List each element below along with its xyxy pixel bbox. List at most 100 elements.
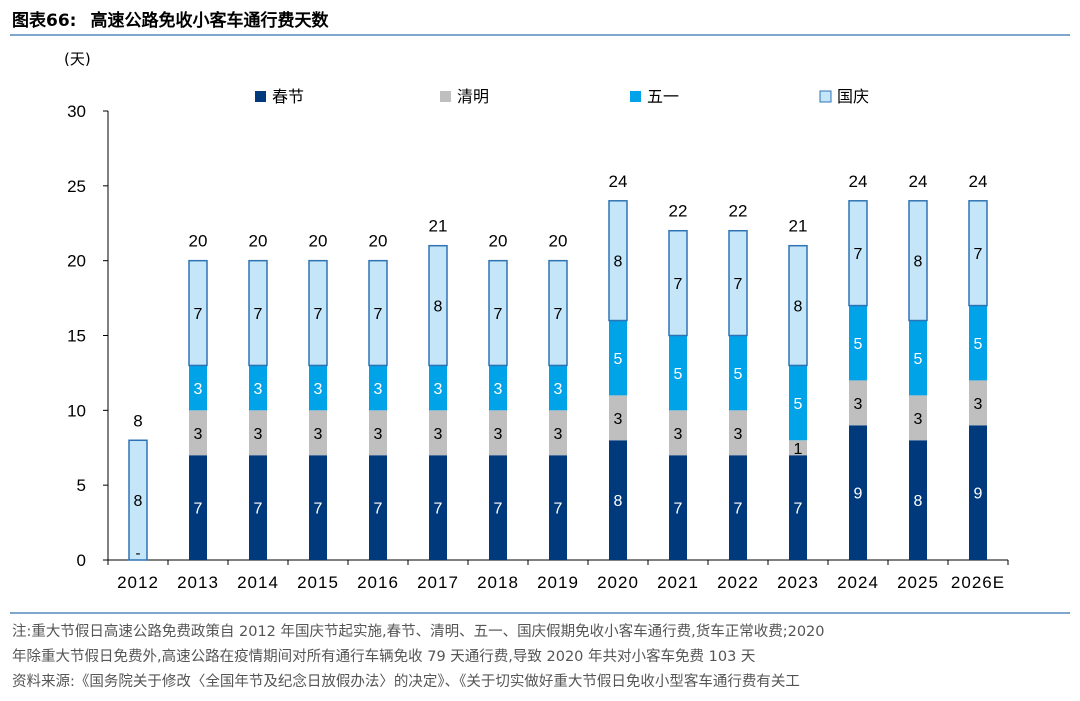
- total-value-label: 24: [969, 172, 988, 191]
- top-divider: [10, 34, 1070, 36]
- x-tick-label: 2020: [597, 573, 639, 592]
- source-line: 资料来源:《国务院关于修改〈全国年节及纪念日放假办法〉的决定》、《关于切实做好重…: [12, 674, 800, 690]
- bar-segment-qingming: [669, 410, 687, 456]
- segment-value-label: 3: [854, 396, 863, 413]
- x-tick-label: 2021: [657, 573, 699, 592]
- segment-value-label: 7: [794, 501, 803, 518]
- segment-value-label: 9: [974, 486, 983, 503]
- bar-segment-national-day: [188, 259, 208, 367]
- bar-segment-may-day: [189, 365, 207, 411]
- segment-value-label: 3: [194, 381, 203, 398]
- segment-value-label: 5: [914, 351, 923, 368]
- bar-segment-spring-festival: [909, 440, 927, 560]
- legend-swatch: [630, 91, 641, 102]
- segment-value-label: 3: [974, 396, 983, 413]
- segment-value-label: 5: [614, 351, 623, 368]
- bar-segment-national-day: [668, 229, 688, 337]
- bar-segment-spring-festival: [789, 455, 807, 560]
- total-value-label: 8: [133, 411, 142, 430]
- bar-segment-qingming: [609, 395, 627, 441]
- segment-value-label: 3: [254, 381, 263, 398]
- bar-segment-spring-festival: [669, 455, 687, 560]
- x-tick-label: 2017: [417, 573, 459, 592]
- y-tick-label: 10: [67, 401, 86, 420]
- segment-value-label: 3: [314, 426, 323, 443]
- y-tick-label: 5: [77, 476, 86, 495]
- segment-value-label: 3: [254, 426, 263, 443]
- bar-segment-qingming: [189, 410, 207, 456]
- bar-segment-may-day: [969, 305, 987, 381]
- total-value-label: 20: [189, 232, 208, 251]
- x-tick-label: 2015: [297, 573, 339, 592]
- segment-value-label: 8: [914, 254, 923, 271]
- segment-value-label: 8: [794, 299, 803, 316]
- bar-segment-may-day: [909, 320, 927, 396]
- segment-value-label: 5: [854, 336, 863, 353]
- bar-segment-qingming: [849, 380, 867, 426]
- segment-value-label: 7: [554, 501, 563, 518]
- segment-value-label: 7: [374, 501, 383, 518]
- segment-value-label: 7: [674, 276, 683, 293]
- total-value-label: 21: [429, 217, 448, 236]
- y-tick-label: 15: [67, 327, 86, 346]
- total-value-label: 20: [369, 232, 388, 251]
- figure-title-text: 高速公路免收小客车通行费天数: [90, 11, 329, 31]
- total-value-label: 24: [909, 172, 928, 191]
- segment-value-label: 8: [434, 299, 443, 316]
- y-tick-label: 25: [67, 177, 86, 196]
- bottom-divider: [10, 612, 1070, 614]
- segment-value-label: 3: [554, 381, 563, 398]
- bar-segment-qingming: [549, 410, 567, 456]
- segment-value-label: 7: [494, 501, 503, 518]
- legend-label: 国庆: [837, 87, 869, 106]
- segment-value-label: 5: [734, 366, 743, 383]
- stacked-bar-chart: (天)0510152025308820127337202013733720201…: [64, 50, 1009, 592]
- bar-segment-qingming: [969, 380, 987, 426]
- segment-value-label: 7: [494, 306, 503, 323]
- note-line-1: 注:重大节假日高速公路免费政策自 2012 年国庆节起实施,春节、清明、五一、国…: [12, 624, 825, 640]
- segment-value-label: 3: [614, 411, 623, 428]
- segment-value-label: 3: [434, 426, 443, 443]
- legend-swatch: [819, 90, 832, 103]
- bar-segment-qingming: [429, 410, 447, 456]
- bar-segment-spring-festival: [249, 455, 267, 560]
- segment-value-label: 3: [374, 381, 383, 398]
- bar-segment-national-day: [608, 200, 628, 322]
- segment-value-label: 7: [254, 306, 263, 323]
- x-tick-label: 2018: [477, 573, 519, 592]
- figure-number: 图表66:: [12, 11, 77, 31]
- y-tick-label: 0: [77, 551, 86, 570]
- legend-swatch: [440, 91, 451, 102]
- segment-value-label: 7: [974, 246, 983, 263]
- segment-value-label: 7: [374, 306, 383, 323]
- segment-value-label: 7: [314, 306, 323, 323]
- bar-segment-may-day: [609, 320, 627, 396]
- segment-value-label: 3: [314, 381, 323, 398]
- bar-segment-national-day: [848, 200, 868, 307]
- legend-label: 春节: [272, 87, 304, 106]
- segment-value-label: 5: [974, 336, 983, 353]
- bar-segment-may-day: [369, 365, 387, 411]
- legend-label: 五一: [647, 87, 679, 106]
- bar-segment-national-day: [128, 439, 148, 561]
- bar-segment-qingming: [249, 410, 267, 456]
- note-line-2: 年除重大节假日免费外,高速公路在疫情期间对所有通行车辆免收 79 天通行费,导致…: [12, 649, 756, 665]
- bar-segment-national-day: [428, 244, 448, 367]
- x-tick-label: 2019: [537, 573, 579, 592]
- x-tick-label: 2013: [177, 573, 219, 592]
- segment-value-label: 7: [734, 501, 743, 518]
- x-tick-label: 2022: [717, 573, 759, 592]
- segment-value-label: 3: [374, 426, 383, 443]
- bar-segment-may-day: [489, 365, 507, 411]
- segment-value-label: 3: [734, 426, 743, 443]
- legend-swatch: [255, 91, 266, 102]
- bar-segment-qingming: [729, 410, 747, 456]
- legend-label: 清明: [457, 87, 489, 106]
- bar-segment-national-day: [308, 259, 328, 367]
- bar-segment-national-day: [368, 259, 388, 367]
- y-tick-label: 20: [67, 252, 86, 271]
- bar-segment-qingming: [369, 410, 387, 456]
- x-tick-label: 2024: [837, 573, 879, 592]
- segment-value-label: 7: [194, 501, 203, 518]
- x-tick-label: 2023: [777, 573, 819, 592]
